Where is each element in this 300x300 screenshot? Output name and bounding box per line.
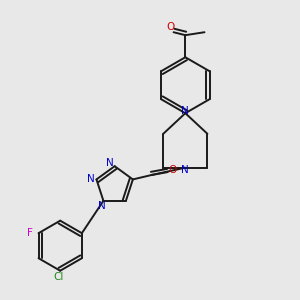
Text: N: N [182,106,189,116]
Text: F: F [27,228,33,238]
Text: N: N [98,201,106,211]
Text: N: N [87,174,95,184]
Text: Cl: Cl [53,272,64,282]
Text: O: O [169,165,177,175]
Text: N: N [182,165,189,175]
Text: O: O [166,22,174,32]
Text: N: N [106,158,114,168]
